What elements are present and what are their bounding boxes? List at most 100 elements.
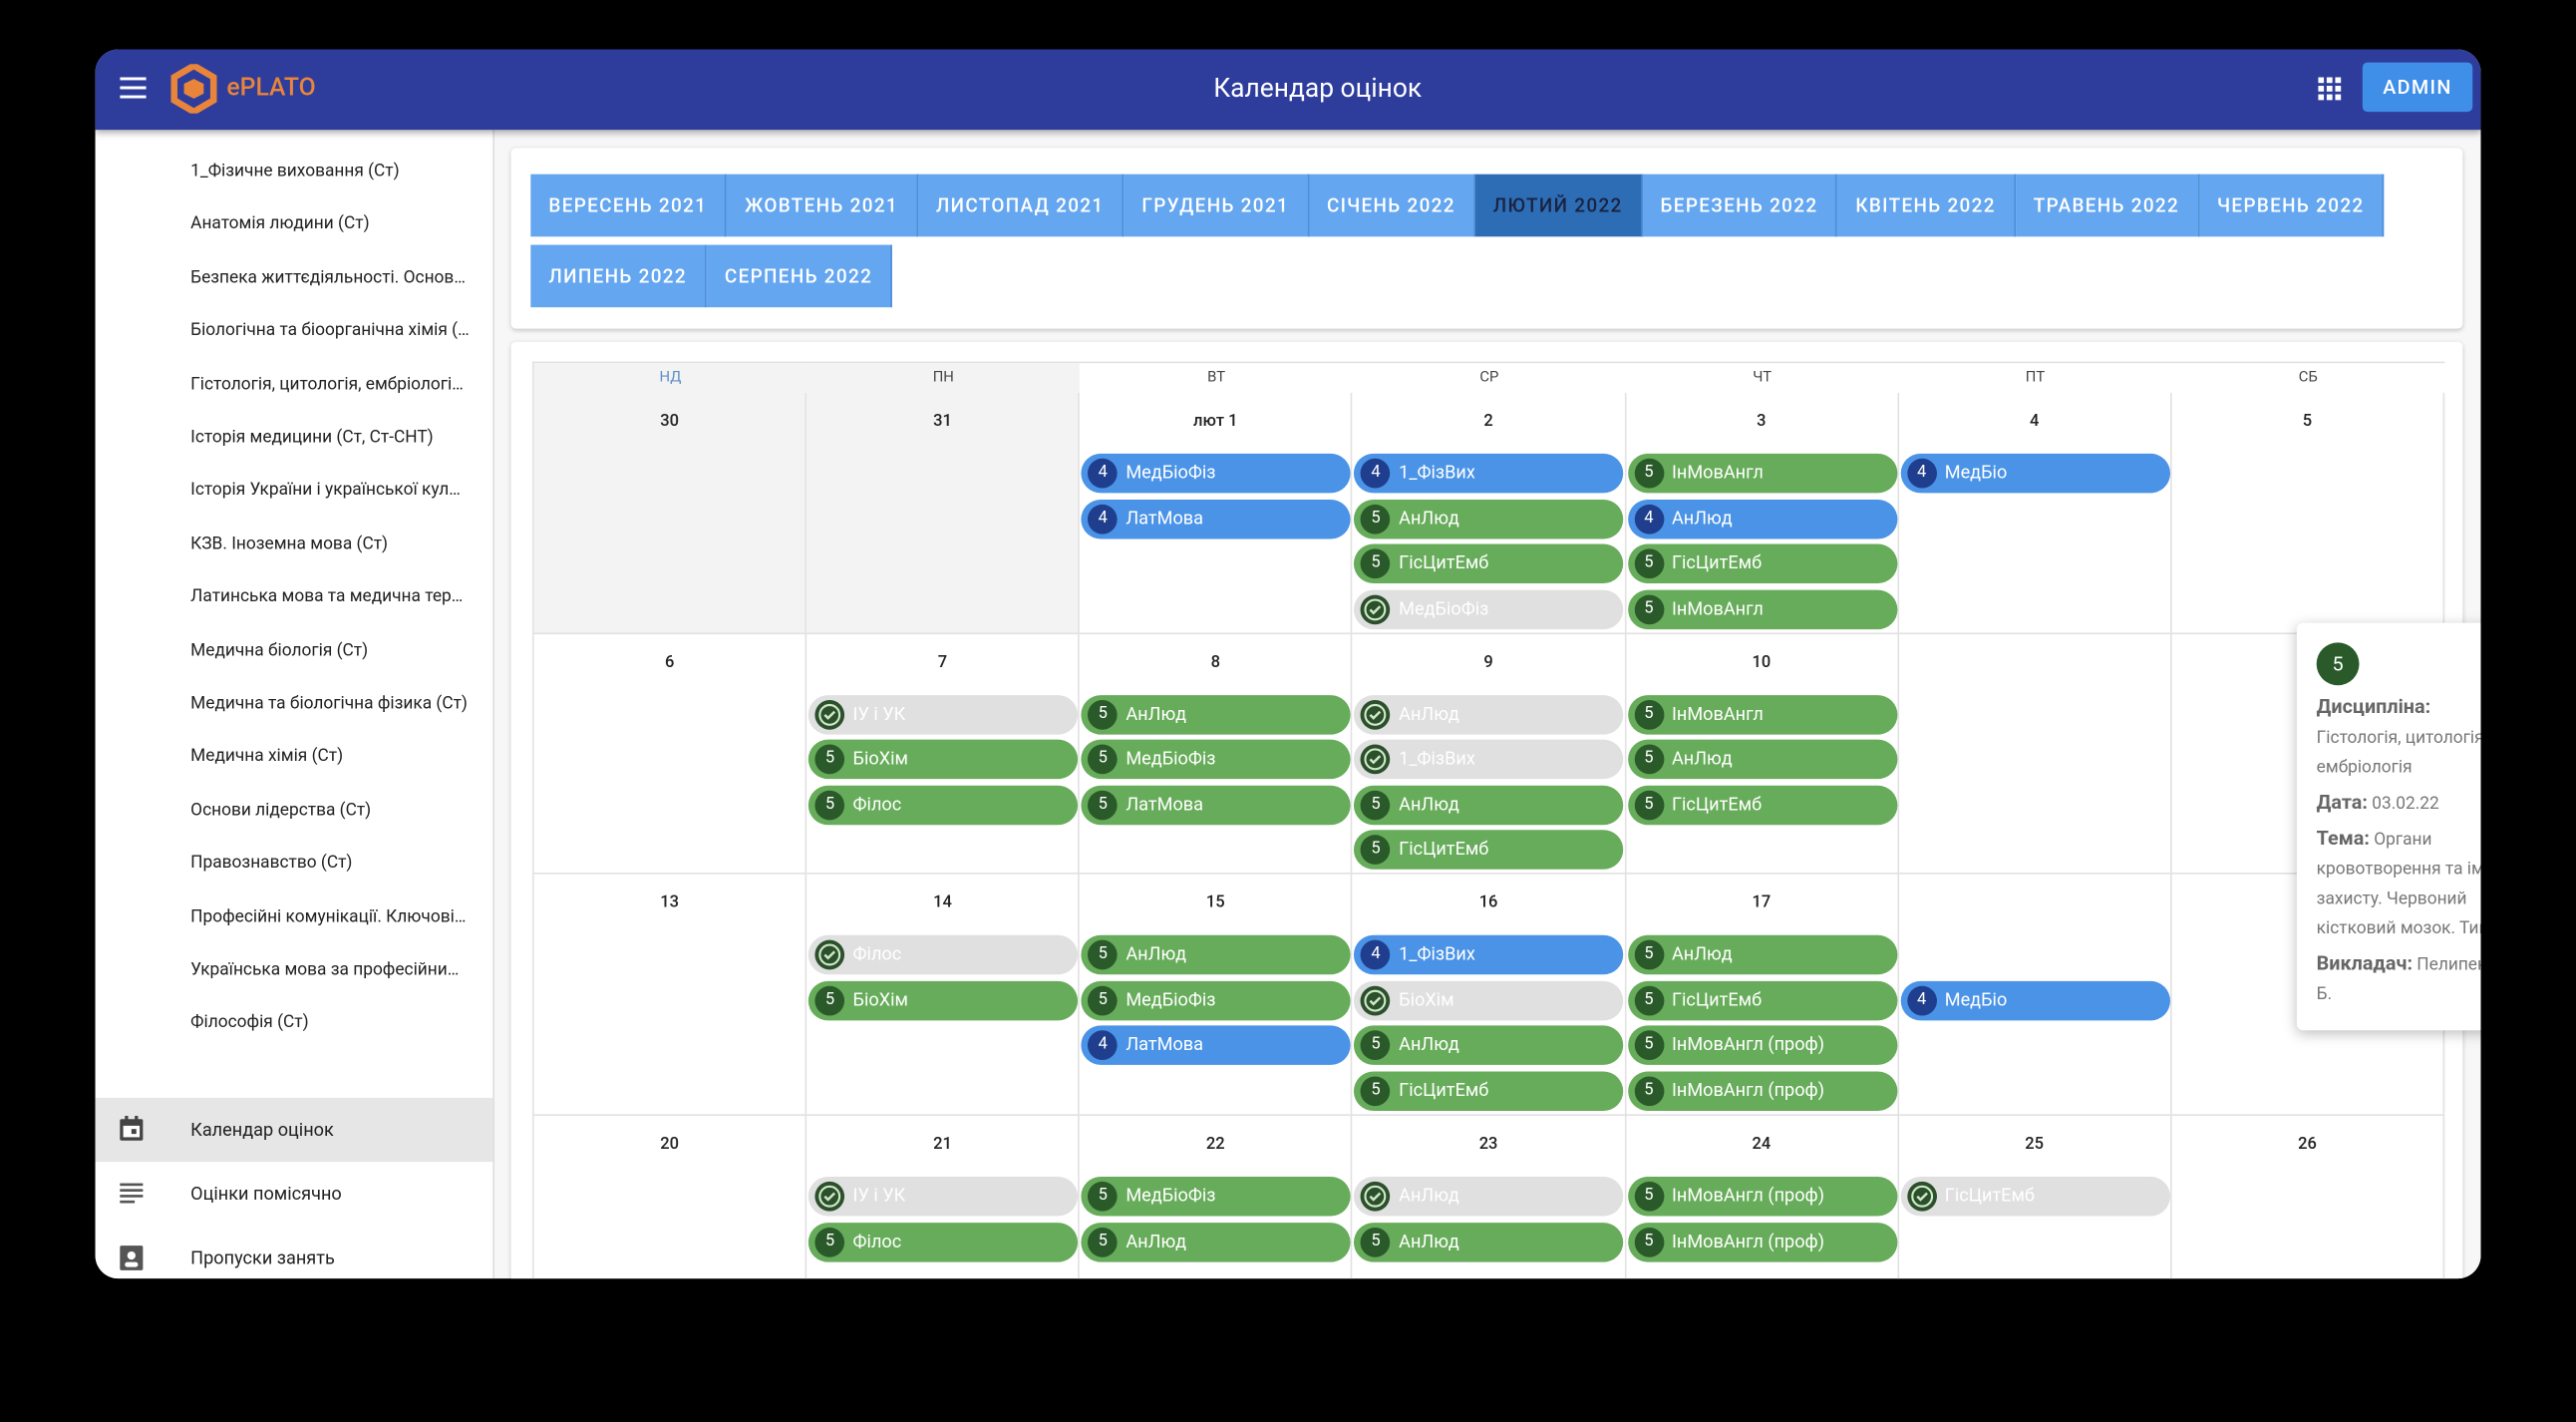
grade-chip[interactable]: 5 БіоХім: [808, 739, 1079, 780]
tooltip-field: Дата: 03.02.22: [2317, 787, 2481, 818]
nav-item[interactable]: Календар оцінок: [95, 1097, 493, 1163]
subject-item[interactable]: Латинська мова та медична тер…: [190, 584, 464, 607]
grade-chip[interactable]: 5 ІнМовАнгл (проф): [1627, 1222, 1897, 1261]
grade-chip[interactable]: 5 МедБіоФіз: [1081, 1177, 1352, 1217]
nav-item[interactable]: Пропуски занять: [96, 1226, 493, 1278]
subject-item[interactable]: Медична біологія (Ст): [190, 638, 369, 660]
grade-chip[interactable]: 5 ГісЦитЕмб: [1627, 980, 1897, 1021]
grade-chip[interactable]: 4 1_ФізВих: [1354, 453, 1624, 494]
grade-chip[interactable]: 4 1_ФізВих: [1354, 935, 1624, 975]
grade-chip[interactable]: 5 Філос: [808, 785, 1079, 825]
grade-chip[interactable]: 5 ГісЦитЕмб: [1627, 785, 1897, 825]
month-tab[interactable]: ЖОВТЕНЬ 2021: [727, 174, 918, 237]
subject-item[interactable]: Українська мова за професійни…: [190, 957, 460, 980]
month-tab[interactable]: ГРУДЕНЬ 2021: [1124, 174, 1309, 237]
grade-chip[interactable]: 5 АнЛюд: [1081, 1222, 1352, 1261]
grade-chip[interactable]: 5 ІнМовАнгл (проф): [1627, 1177, 1897, 1217]
subject-item[interactable]: Професійні комунікації. Ключові…: [190, 904, 467, 926]
grade-chip[interactable]: 5 ГісЦитЕмб: [1354, 1071, 1624, 1111]
grade-chip[interactable]: АнЛюд: [1354, 694, 1624, 735]
grade-chip[interactable]: 5 АнЛюд: [1354, 785, 1624, 825]
chip-label: ІнМовАнгл: [1671, 597, 1764, 619]
grade-chip[interactable]: ГісЦитЕмб: [1900, 1177, 2170, 1217]
month-tab[interactable]: ЛИПЕНЬ 2022: [530, 244, 707, 308]
day-cell: 20: [534, 1116, 807, 1279]
grade-badge: 5: [1634, 790, 1664, 820]
admin-button[interactable]: ADMIN: [2362, 62, 2473, 113]
menu-icon[interactable]: [120, 77, 147, 99]
month-tab[interactable]: ТРАВЕНЬ 2022: [2015, 174, 2199, 237]
nav-label: Оцінки помісячно: [190, 1183, 342, 1205]
day-cell: 21 ІУ і УК 5 Філос: [806, 1116, 1081, 1279]
grade-chip[interactable]: Філос: [808, 935, 1079, 975]
grade-chip[interactable]: 5 АнЛюд: [1081, 694, 1352, 735]
grade-chip[interactable]: 5 АнЛюд: [1354, 499, 1624, 538]
grade-chip[interactable]: 4 МедБіо: [1900, 453, 2170, 494]
check-icon: [814, 699, 845, 730]
grade-chip[interactable]: 5 МедБіоФіз: [1081, 980, 1352, 1021]
grade-chip[interactable]: АнЛюд: [1354, 1177, 1624, 1217]
subject-item[interactable]: Біологічна та біоорганічна хімія (…: [190, 319, 470, 341]
subject-item[interactable]: Гістологія, цитологія, ембріологі…: [190, 372, 464, 394]
grade-chip[interactable]: 5 АнЛюд: [1081, 935, 1352, 975]
grade-chip[interactable]: 4 АнЛюд: [1627, 499, 1897, 538]
grade-chip[interactable]: 5 ІнМовАнгл (проф): [1627, 1071, 1897, 1111]
grade-chip[interactable]: 1_ФізВих: [1354, 739, 1624, 780]
chip-label: 1_ФізВих: [1399, 748, 1475, 770]
header: ePLATO Календар оцінок ADMIN: [95, 49, 2481, 131]
subject-item[interactable]: Правознавство (Ст): [190, 851, 353, 874]
grade-chip[interactable]: 5 Філос: [808, 1222, 1079, 1261]
chip-label: АнЛюд: [1399, 1230, 1459, 1252]
grade-chip[interactable]: 5 МедБіоФіз: [1081, 739, 1352, 780]
grade-chip[interactable]: 4 МедБіо: [1900, 980, 2170, 1021]
subject-item[interactable]: Історія України і української кул…: [190, 479, 461, 501]
subject-item[interactable]: Анатомія людини (Ст): [190, 212, 370, 234]
day-number: 15: [1205, 894, 1225, 913]
grade-chip[interactable]: ІУ і УК: [808, 1177, 1079, 1217]
chip-label: Філос: [852, 793, 902, 815]
month-tab[interactable]: КВІТЕНЬ 2022: [1837, 174, 2016, 237]
weekday-label: ВТ: [1207, 369, 1226, 387]
grade-chip[interactable]: 4 МедБіоФіз: [1081, 453, 1352, 494]
grade-chip[interactable]: 5 ІнМовАнгл: [1627, 694, 1897, 735]
grade-chip[interactable]: 5 АнЛюд: [1627, 935, 1897, 975]
grade-chip[interactable]: 5 АнЛюд: [1627, 739, 1897, 780]
subject-item[interactable]: Основи лідерства (Ст): [190, 798, 372, 821]
grade-chip[interactable]: 5 АнЛюд: [1354, 1222, 1624, 1261]
grade-chip[interactable]: 5 ГісЦитЕмб: [1627, 543, 1897, 584]
grade-chip[interactable]: ІУ і УК: [808, 694, 1079, 735]
grade-chip[interactable]: МедБіоФіз: [1354, 588, 1624, 629]
grade-chip[interactable]: 5 БіоХім: [808, 980, 1079, 1021]
subject-item[interactable]: Медична та біологічна фізика (Ст): [190, 691, 468, 714]
month-tab[interactable]: ЛЮТИЙ 2022: [1474, 174, 1643, 237]
subject-item[interactable]: КЗВ. Іноземна мова (Ст): [190, 532, 389, 554]
grade-chip[interactable]: 5 ГісЦитЕмб: [1354, 830, 1624, 871]
month-tab[interactable]: СІЧЕНЬ 2022: [1308, 174, 1475, 237]
subject-item[interactable]: Історія медицини (Ст, Ст-СНТ): [190, 425, 434, 448]
grade-chip[interactable]: 4 ЛатМова: [1081, 499, 1352, 538]
grade-badge: 4: [1634, 504, 1664, 533]
check-icon: [814, 940, 845, 970]
grade-chip[interactable]: 5 АнЛюд: [1354, 1025, 1624, 1066]
subject-item[interactable]: Безпека життєдіяльності. Основ…: [190, 265, 466, 288]
grade-chip[interactable]: 5 ІнМовАнгл: [1627, 588, 1897, 629]
grade-chip[interactable]: 5 ІнМовАнгл: [1627, 453, 1897, 494]
month-tab[interactable]: ЛИСТОПАД 2021: [917, 174, 1125, 237]
month-tab[interactable]: ВЕРЕСЕНЬ 2021: [530, 174, 728, 237]
subject-item[interactable]: Філософія (Ст): [190, 1011, 309, 1033]
logo-icon: [170, 64, 217, 114]
grade-chip[interactable]: БіоХім: [1354, 980, 1624, 1021]
grade-chip[interactable]: 4 ЛатМова: [1081, 1025, 1352, 1066]
day-cell: 16 4 1_ФізВих БіоХім 5 АнЛюд 5 ГісЦитЕмб: [1352, 875, 1626, 1117]
apps-icon[interactable]: [2318, 77, 2342, 101]
month-tab[interactable]: ЧЕРВЕНЬ 2022: [2198, 174, 2385, 237]
month-tab[interactable]: БЕРЕЗЕНЬ 2022: [1642, 174, 1838, 237]
grade-chip[interactable]: 5 ІнМовАнгл (проф): [1627, 1025, 1897, 1066]
nav-item[interactable]: Оцінки помісячно: [96, 1162, 493, 1226]
subject-item[interactable]: Медична хімія (Ст): [190, 745, 344, 767]
weekday-label: ПТ: [2025, 369, 2046, 387]
grade-chip[interactable]: 5 ЛатМова: [1081, 785, 1352, 825]
month-tab[interactable]: СЕРПЕНЬ 2022: [706, 244, 892, 308]
subject-item[interactable]: 1_Фізичне виховання (Ст): [190, 159, 400, 181]
grade-chip[interactable]: 5 ГісЦитЕмб: [1354, 543, 1624, 584]
